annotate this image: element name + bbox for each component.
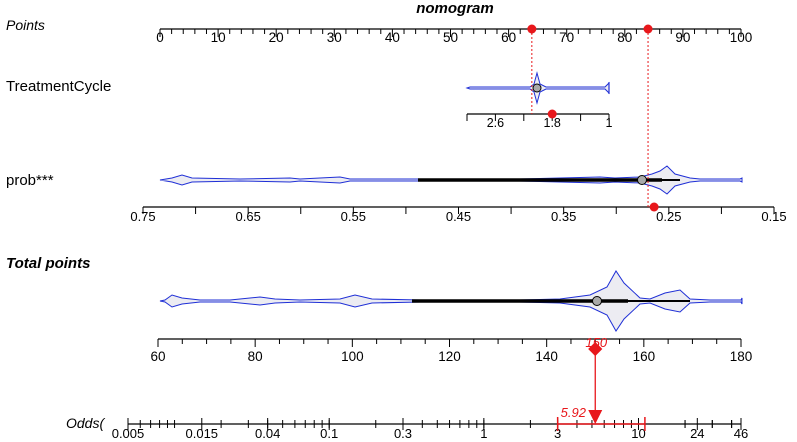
- odds-tick-label: 0.1: [320, 426, 338, 441]
- total-points-tick-label: 160: [633, 349, 656, 364]
- prob-tick-label: 0.65: [236, 209, 261, 224]
- points-axis-tick-label: 80: [617, 30, 632, 45]
- total-points-tick-label: 80: [248, 349, 263, 364]
- total-points-tick-label: 180: [730, 349, 753, 364]
- prob-tick-label: 0.25: [656, 209, 681, 224]
- points-axis-tick-label: 10: [211, 30, 226, 45]
- total-points-selected-marker: [588, 341, 603, 357]
- points-axis-tick-label: 40: [385, 30, 400, 45]
- points-axis-label: Points: [6, 17, 45, 33]
- odds-tick-label: 0.015: [186, 426, 219, 441]
- odds-axis-label: Odds(: [66, 415, 105, 431]
- points-axis-tick-label: 70: [559, 30, 574, 45]
- prob-value-marker: [649, 202, 659, 212]
- chart-title: nomogram: [416, 0, 494, 17]
- prob-tick-label: 0.45: [446, 209, 471, 224]
- odds-tick-label: 0.3: [394, 426, 412, 441]
- prob-label: prob***: [6, 172, 54, 189]
- points-axis-tick-label: 50: [443, 30, 458, 45]
- points-axis-tick-label: 100: [730, 30, 753, 45]
- prob-tick-label: 0.35: [551, 209, 576, 224]
- total-points-label: Total points: [6, 255, 90, 272]
- treatmentcycle-tick-label: 1: [606, 116, 613, 130]
- points-axis-tick-label: 30: [327, 30, 342, 45]
- points-axis-tick-label: 60: [501, 30, 516, 45]
- treatmentcycle-label: TreatmentCycle: [6, 78, 111, 95]
- odds-selected-arrow: [588, 410, 603, 424]
- treatmentcycle-median-dot: [532, 83, 542, 93]
- odds-tick-label: 1: [480, 426, 487, 441]
- treatmentcycle-tick-label: 1.8: [544, 116, 561, 130]
- treatmentcycle-points-marker: [527, 24, 537, 34]
- plot-layer: 0 10 20 30 40 50 60 70 80 90 100 2.6 1.8 1 0.75 0.65 0.5…: [112, 24, 787, 441]
- points-axis-tick-label: 20: [269, 30, 284, 45]
- prob-median-dot: [637, 175, 647, 185]
- total-points-tick-label: 100: [341, 349, 364, 364]
- odds-tick-label: 24: [690, 426, 704, 441]
- odds-tick-label: 0.005: [112, 426, 145, 441]
- total-points-tick-label: 60: [150, 349, 165, 364]
- odds-tick-label: 46: [734, 426, 748, 441]
- odds-tick-label: 10: [631, 426, 645, 441]
- total-points-tick-label: 120: [438, 349, 461, 364]
- points-axis-tick-label: 90: [675, 30, 690, 45]
- prob-tick-label: 0.75: [130, 209, 155, 224]
- odds-tick-label: 3: [554, 426, 561, 441]
- total-points-median-dot: [592, 296, 602, 306]
- prob-tick-label: 0.15: [761, 209, 786, 224]
- prob-points-marker: [643, 24, 653, 34]
- prob-tick-label: 0.55: [341, 209, 366, 224]
- treatmentcycle-value-marker: [547, 109, 557, 119]
- points-axis-tick-label: 0: [156, 30, 164, 45]
- odds-selected-label: 5.92: [561, 405, 587, 420]
- treatmentcycle-tick-label: 2.6: [487, 116, 504, 130]
- total-points-tick-label: 140: [535, 349, 558, 364]
- odds-tick-label: 0.04: [255, 426, 280, 441]
